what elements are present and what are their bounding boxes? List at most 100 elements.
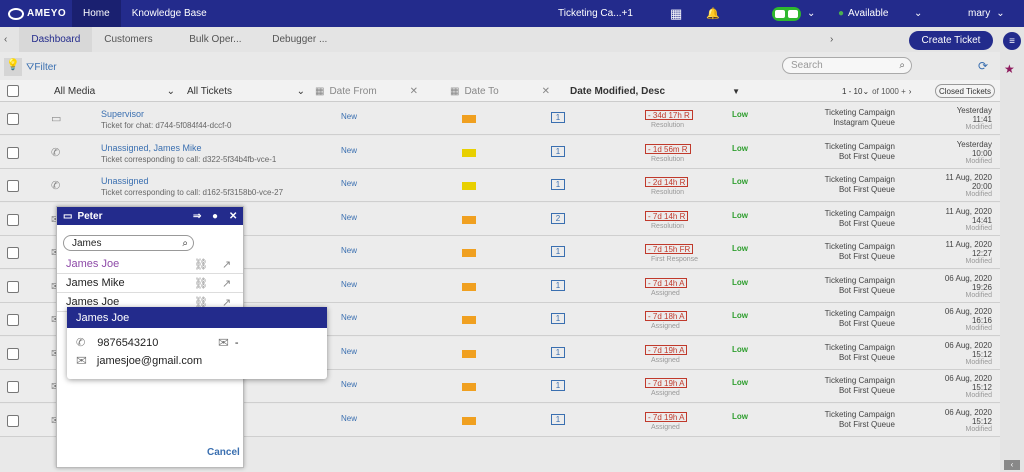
channel-icon: ▭ bbox=[51, 113, 62, 125]
date-to-label: Date To bbox=[464, 85, 499, 97]
user-menu[interactable]: mary ⌄ bbox=[968, 0, 1005, 27]
row-checkbox[interactable] bbox=[7, 213, 19, 226]
media-filter-dropdown[interactable]: All Media ⌄ bbox=[54, 80, 179, 102]
row-checkbox[interactable] bbox=[7, 180, 19, 192]
filter-toggle[interactable]: ⛛Filter bbox=[26, 62, 57, 73]
chevron-down-icon[interactable]: ⌄ bbox=[807, 8, 816, 19]
refresh-icon[interactable]: ⟳ bbox=[978, 59, 989, 73]
ticket-type-icon bbox=[462, 349, 476, 358]
external-link-icon[interactable]: ↗ bbox=[222, 277, 232, 290]
tabs-right-arrow-icon[interactable]: › bbox=[830, 34, 834, 45]
modified-time: 16:16 bbox=[971, 316, 992, 325]
table-row[interactable]: ✆ Unassigned Ticket corresponding to call:… bbox=[0, 169, 1000, 202]
user-icon[interactable]: ● bbox=[212, 210, 219, 222]
channel-toggles[interactable]: ⌄ bbox=[772, 0, 815, 27]
ticket-customer-name[interactable]: Unassigned, James Mike bbox=[101, 142, 202, 153]
campaign-selector[interactable]: Ticketing Ca...+1 bbox=[558, 0, 633, 27]
ticket-status: New bbox=[341, 346, 358, 356]
search-icon[interactable]: ⌕ bbox=[899, 60, 905, 71]
next-page-icon[interactable]: › bbox=[908, 86, 912, 96]
tab-bulk-operations[interactable]: Bulk Oper... bbox=[189, 34, 242, 45]
ticket-status: New bbox=[341, 413, 358, 423]
contact-name: James Joe bbox=[66, 258, 120, 270]
sla-timer: - 1d 56m R bbox=[645, 143, 691, 154]
ticket-count-badge: 1 bbox=[551, 313, 565, 324]
status-chevron-icon[interactable]: ⌄ bbox=[914, 8, 923, 19]
ticket-count-badge: 1 bbox=[551, 413, 565, 425]
priority-label: Low bbox=[732, 143, 748, 153]
closed-tickets-button[interactable]: Closed Tickets bbox=[935, 84, 996, 98]
contact-item[interactable]: James Joe ⛓ ↗ bbox=[57, 255, 243, 274]
nav-tab-home[interactable]: Home bbox=[72, 0, 121, 27]
tab-debugger[interactable]: Debugger ... bbox=[272, 34, 328, 45]
modified-date: 11 Aug, 2020 bbox=[945, 240, 992, 249]
sort-dropdown[interactable]: Date Modified, Desc ▼ bbox=[570, 80, 742, 102]
table-row[interactable]: ▭ Supervisor Ticket for chat: d744-5f084f4… bbox=[0, 102, 1000, 135]
ticket-customer-name[interactable]: Unassigned bbox=[101, 176, 149, 186]
date-to-input[interactable]: ▦ Date To ✕ bbox=[450, 80, 552, 102]
campaign-name: Ticketing Campaign bbox=[824, 108, 895, 117]
ticket-customer-name[interactable]: Supervisor bbox=[101, 109, 145, 119]
table-row[interactable]: ✆ Unassigned, James Mike Ticket correspond… bbox=[0, 135, 1000, 169]
modified-date: 11 Aug, 2020 bbox=[945, 173, 992, 182]
row-checkbox[interactable] bbox=[7, 381, 19, 393]
apps-grid-icon[interactable]: ▦ bbox=[670, 5, 683, 21]
contact-search-input[interactable]: James ⌕ bbox=[63, 235, 194, 251]
queue-name: Bot First Queue bbox=[838, 352, 895, 362]
collapse-icon[interactable]: ‹ bbox=[1004, 460, 1020, 470]
queue-name: Bot First Queue bbox=[838, 285, 895, 295]
lightbulb-icon[interactable]: 💡 bbox=[4, 58, 22, 76]
row-checkbox[interactable] bbox=[7, 146, 19, 159]
sla-note: Assigned bbox=[651, 390, 680, 397]
external-link-icon[interactable]: ↗ bbox=[222, 258, 232, 271]
modified-label: Modified bbox=[965, 291, 992, 299]
external-link-icon[interactable]: ↗ bbox=[222, 296, 232, 309]
row-checkbox[interactable] bbox=[7, 347, 19, 360]
select-all-checkbox[interactable] bbox=[7, 80, 19, 102]
ticket-status: New bbox=[341, 179, 358, 188]
ticket-count-badge: 1 bbox=[551, 380, 565, 391]
modified-label: Modified bbox=[965, 157, 992, 165]
sla-timer: - 2d 14h R bbox=[645, 177, 689, 187]
ticket-subject: Ticket corresponding to call: d162-5f315… bbox=[101, 188, 284, 197]
row-checkbox[interactable] bbox=[7, 314, 19, 326]
availability-status[interactable]: ● Available bbox=[838, 0, 888, 27]
tab-customers[interactable]: Customers bbox=[104, 34, 153, 45]
bookmark-icon[interactable]: ★ bbox=[1004, 62, 1015, 76]
row-checkbox[interactable] bbox=[7, 247, 19, 259]
clear-icon[interactable]: ✕ bbox=[409, 85, 418, 97]
cancel-button[interactable]: Cancel bbox=[207, 447, 240, 458]
checkbox-box bbox=[7, 85, 19, 97]
clear-icon[interactable]: ✕ bbox=[541, 85, 550, 97]
hamburger-menu-icon[interactable]: ≡ bbox=[1003, 32, 1021, 50]
priority-label: Low bbox=[732, 344, 748, 354]
row-checkbox[interactable] bbox=[7, 414, 19, 427]
chat-panel-header: ▭ Peter ⇒ ● ✕ bbox=[57, 207, 243, 225]
search-icon[interactable]: ⌕ bbox=[182, 237, 188, 249]
tabs-left-arrow-icon[interactable]: ‹ bbox=[4, 34, 8, 45]
contact-item[interactable]: James Joe ⛓ ↗ bbox=[57, 293, 243, 312]
ticket-count-badge: 2 bbox=[551, 212, 565, 224]
create-ticket-button[interactable]: Create Ticket bbox=[909, 31, 993, 50]
top-nav-bar: AMEYO Home Knowledge Base bbox=[0, 0, 1024, 27]
notification-bell-icon[interactable]: 🔔 bbox=[706, 8, 720, 20]
tickets-filter-dropdown[interactable]: All Tickets ⌄ bbox=[187, 80, 307, 102]
contact-item[interactable]: James Mike ⛓ ↗ bbox=[57, 274, 243, 293]
tab-dashboard[interactable]: Dashboard bbox=[19, 27, 93, 52]
pagination[interactable]: 1 - 10 ⌄ of 1000 + › bbox=[842, 80, 911, 102]
close-icon[interactable]: ✕ bbox=[229, 210, 238, 222]
row-checkbox[interactable] bbox=[7, 280, 19, 293]
sla-timer: - 7d 19h A bbox=[645, 411, 688, 422]
ticket-search-input[interactable]: Search ⌕ bbox=[782, 57, 912, 74]
nav-tab-knowledge-base[interactable]: Knowledge Base bbox=[131, 8, 207, 19]
campaign-name: Ticketing Campaign bbox=[824, 141, 895, 151]
modified-date: 11 Aug, 2020 bbox=[945, 206, 992, 216]
ticket-count-badge: 1 bbox=[551, 179, 565, 190]
row-checkbox[interactable] bbox=[7, 113, 19, 125]
link-icon[interactable]: ⛓ bbox=[194, 258, 208, 271]
date-from-input[interactable]: ▦ Date From ✕ bbox=[315, 80, 420, 102]
status-label: Available bbox=[848, 8, 889, 19]
link-icon[interactable]: ⛓ bbox=[194, 277, 208, 290]
transfer-icon[interactable]: ⇒ bbox=[193, 210, 202, 222]
link-icon[interactable]: ⛓ bbox=[194, 296, 208, 309]
